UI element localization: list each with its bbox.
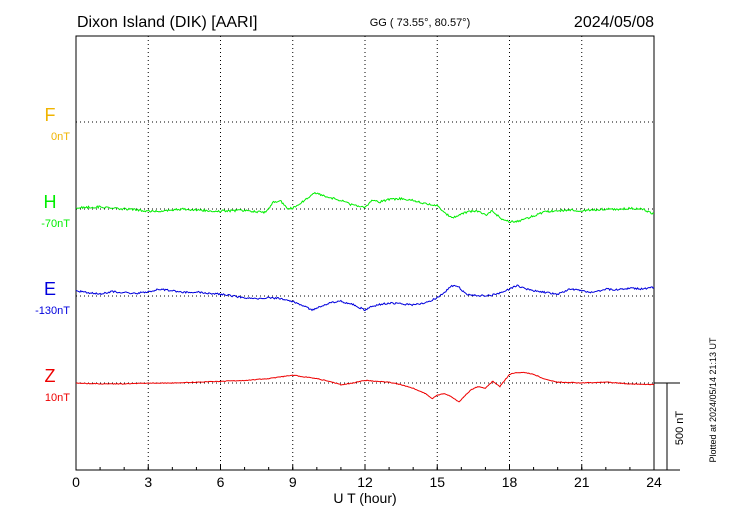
channel-baseline-e: -130nT (35, 305, 70, 317)
station-title: Dixon Island (DIK) [AARI] (77, 14, 258, 31)
series-line-h (75, 191, 655, 224)
geographic-coordinates: GG ( 73.55°, 80.57°) (370, 17, 471, 29)
channel-name-e: E (44, 279, 56, 299)
series-line-z (75, 371, 655, 403)
grid (76, 36, 654, 470)
plot-date: 2024/05/08 (574, 14, 654, 31)
x-tick-label: 0 (72, 474, 80, 490)
channel-name-f: F (45, 105, 56, 125)
scale-bar-label: 500 nT (674, 411, 686, 446)
x-tick-label: 9 (289, 474, 297, 490)
channel-labels: F 0nT H -70nT E -130nT Z 10nT (35, 105, 70, 404)
channel-name-h: H (44, 192, 57, 212)
x-axis-ticks: 0 3 6 9 12 15 18 21 24 (72, 465, 662, 490)
x-tick-label: 3 (144, 474, 152, 490)
series-line-e (75, 284, 655, 312)
x-tick-label: 6 (217, 474, 225, 490)
scale-bar: 500 nT (654, 382, 686, 471)
series-layer (75, 191, 655, 403)
x-axis-label: U T (hour) (333, 490, 396, 506)
channel-baseline-z: 10nT (45, 392, 70, 404)
x-tick-label: 24 (646, 474, 662, 490)
x-tick-label: 21 (574, 474, 590, 490)
channel-baseline-h: -70nT (41, 218, 70, 230)
x-tick-label: 15 (429, 474, 445, 490)
plotted-at-note: Plotted at 2024/05/14 21:13 UT (708, 337, 718, 463)
channel-baseline-f: 0nT (51, 131, 70, 143)
x-tick-label: 12 (357, 474, 373, 490)
x-tick-label: 18 (502, 474, 518, 490)
channel-name-z: Z (45, 366, 56, 386)
